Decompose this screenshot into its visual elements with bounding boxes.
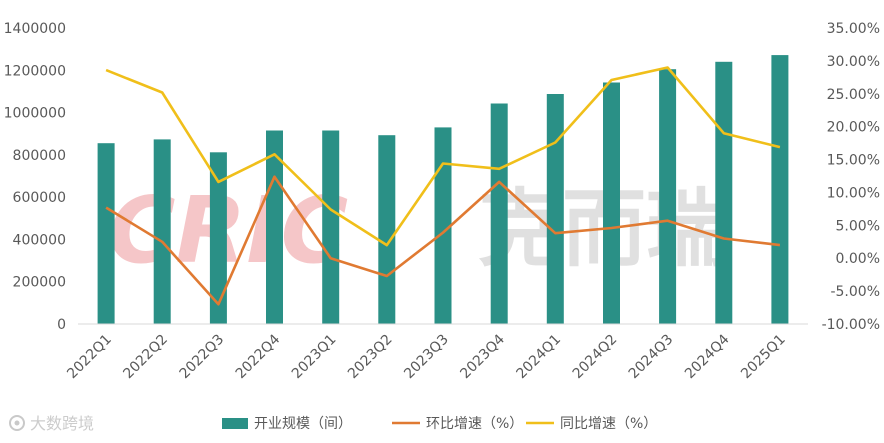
x-tick-label: 2024Q4	[682, 331, 733, 382]
source-footer: 大数跨境	[10, 414, 94, 433]
x-tick-label: 2022Q3	[177, 332, 228, 383]
legend-label-2: 同比增速（%）	[560, 416, 657, 432]
right-tick-label: 10.00%	[827, 185, 880, 201]
bar-2024Q2	[603, 83, 620, 325]
bar-2022Q2	[154, 139, 171, 324]
x-tick-label: 2023Q2	[345, 332, 396, 383]
x-tick-label: 2023Q1	[289, 332, 340, 383]
left-tick-label: 0	[57, 317, 66, 333]
legend: 开业规模（间） 环比增速（%） 同比增速（%）	[222, 416, 657, 432]
bar-2022Q1	[98, 143, 115, 324]
source-logo-dot	[15, 421, 20, 426]
right-tick-label: 5.00%	[836, 218, 880, 234]
bar-2023Q2	[378, 135, 395, 324]
bar-2024Q1	[547, 94, 564, 324]
bar-2025Q1	[771, 55, 788, 324]
legend-label-0: 开业规模（间）	[254, 416, 352, 432]
left-axis: 0 200000 400000 600000 800000 1000000 1200000 1…	[4, 21, 66, 333]
bar-2023Q4	[491, 104, 508, 325]
left-tick-label: 800000	[13, 148, 66, 164]
x-tick-label: 2022Q4	[233, 331, 284, 382]
left-tick-label: 1000000	[4, 106, 66, 122]
right-axis: -10.00% -5.00% 0.00% 5.00% 10.00% 15.00% 20.00…	[822, 21, 880, 333]
right-tick-label: 15.00%	[827, 153, 880, 169]
left-tick-label: 200000	[13, 275, 66, 291]
x-tick-label: 2024Q3	[626, 332, 677, 383]
source-text: 大数跨境	[30, 414, 94, 433]
bar-2023Q1	[322, 131, 339, 325]
x-tick-label: 2024Q1	[514, 332, 565, 383]
legend-label-1: 环比增速（%）	[426, 416, 523, 432]
left-tick-label: 600000	[13, 190, 66, 206]
right-tick-label: 35.00%	[827, 21, 880, 37]
left-tick-label: 1200000	[4, 63, 66, 79]
x-tick-label: 2024Q2	[570, 332, 621, 383]
legend-swatch-bar	[222, 418, 248, 429]
right-tick-label: 30.00%	[827, 54, 880, 70]
right-tick-label: -10.00%	[822, 317, 880, 333]
right-tick-label: -5.00%	[830, 284, 880, 300]
x-tick-label: 2022Q1	[64, 332, 115, 383]
right-tick-label: 20.00%	[827, 120, 880, 136]
bar-2024Q4	[715, 62, 732, 324]
right-tick-label: 0.00%	[836, 251, 880, 267]
right-tick-label: 25.00%	[827, 87, 880, 103]
left-tick-label: 1400000	[4, 21, 66, 37]
bar-2024Q3	[659, 69, 676, 324]
x-tick-label: 2023Q3	[401, 332, 452, 383]
x-tick-label: 2022Q2	[120, 332, 171, 383]
x-tick-label: 2025Q1	[738, 332, 789, 383]
left-tick-label: 400000	[13, 232, 66, 248]
watermark: CRIC 克而瑞	[108, 177, 730, 284]
x-tick-label: 2023Q4	[457, 331, 508, 382]
